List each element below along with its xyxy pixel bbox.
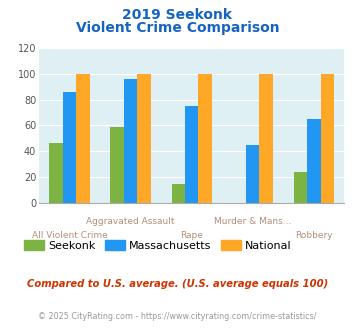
Bar [124, 79, 137, 203]
Bar [137, 74, 151, 203]
Bar [63, 92, 76, 203]
Text: Aggravated Assault: Aggravated Assault [86, 217, 175, 226]
Bar [294, 172, 307, 203]
Bar [260, 74, 273, 203]
Bar [185, 106, 198, 203]
Bar [49, 144, 63, 203]
Bar [171, 183, 185, 203]
Bar [110, 127, 124, 203]
Legend: Seekonk, Massachusetts, National: Seekonk, Massachusetts, National [20, 235, 296, 255]
Text: Compared to U.S. average. (U.S. average equals 100): Compared to U.S. average. (U.S. average … [27, 279, 328, 289]
Text: 2019 Seekonk: 2019 Seekonk [122, 8, 233, 22]
Bar [76, 74, 90, 203]
Bar [307, 119, 321, 203]
Bar [321, 74, 334, 203]
Text: © 2025 CityRating.com - https://www.cityrating.com/crime-statistics/: © 2025 CityRating.com - https://www.city… [38, 312, 317, 321]
Text: Robbery: Robbery [295, 231, 333, 240]
Text: Murder & Mans...: Murder & Mans... [214, 217, 291, 226]
Text: All Violent Crime: All Violent Crime [32, 231, 108, 240]
Bar [198, 74, 212, 203]
Text: Violent Crime Comparison: Violent Crime Comparison [76, 21, 279, 35]
Bar [246, 145, 260, 203]
Text: Rape: Rape [180, 231, 203, 240]
